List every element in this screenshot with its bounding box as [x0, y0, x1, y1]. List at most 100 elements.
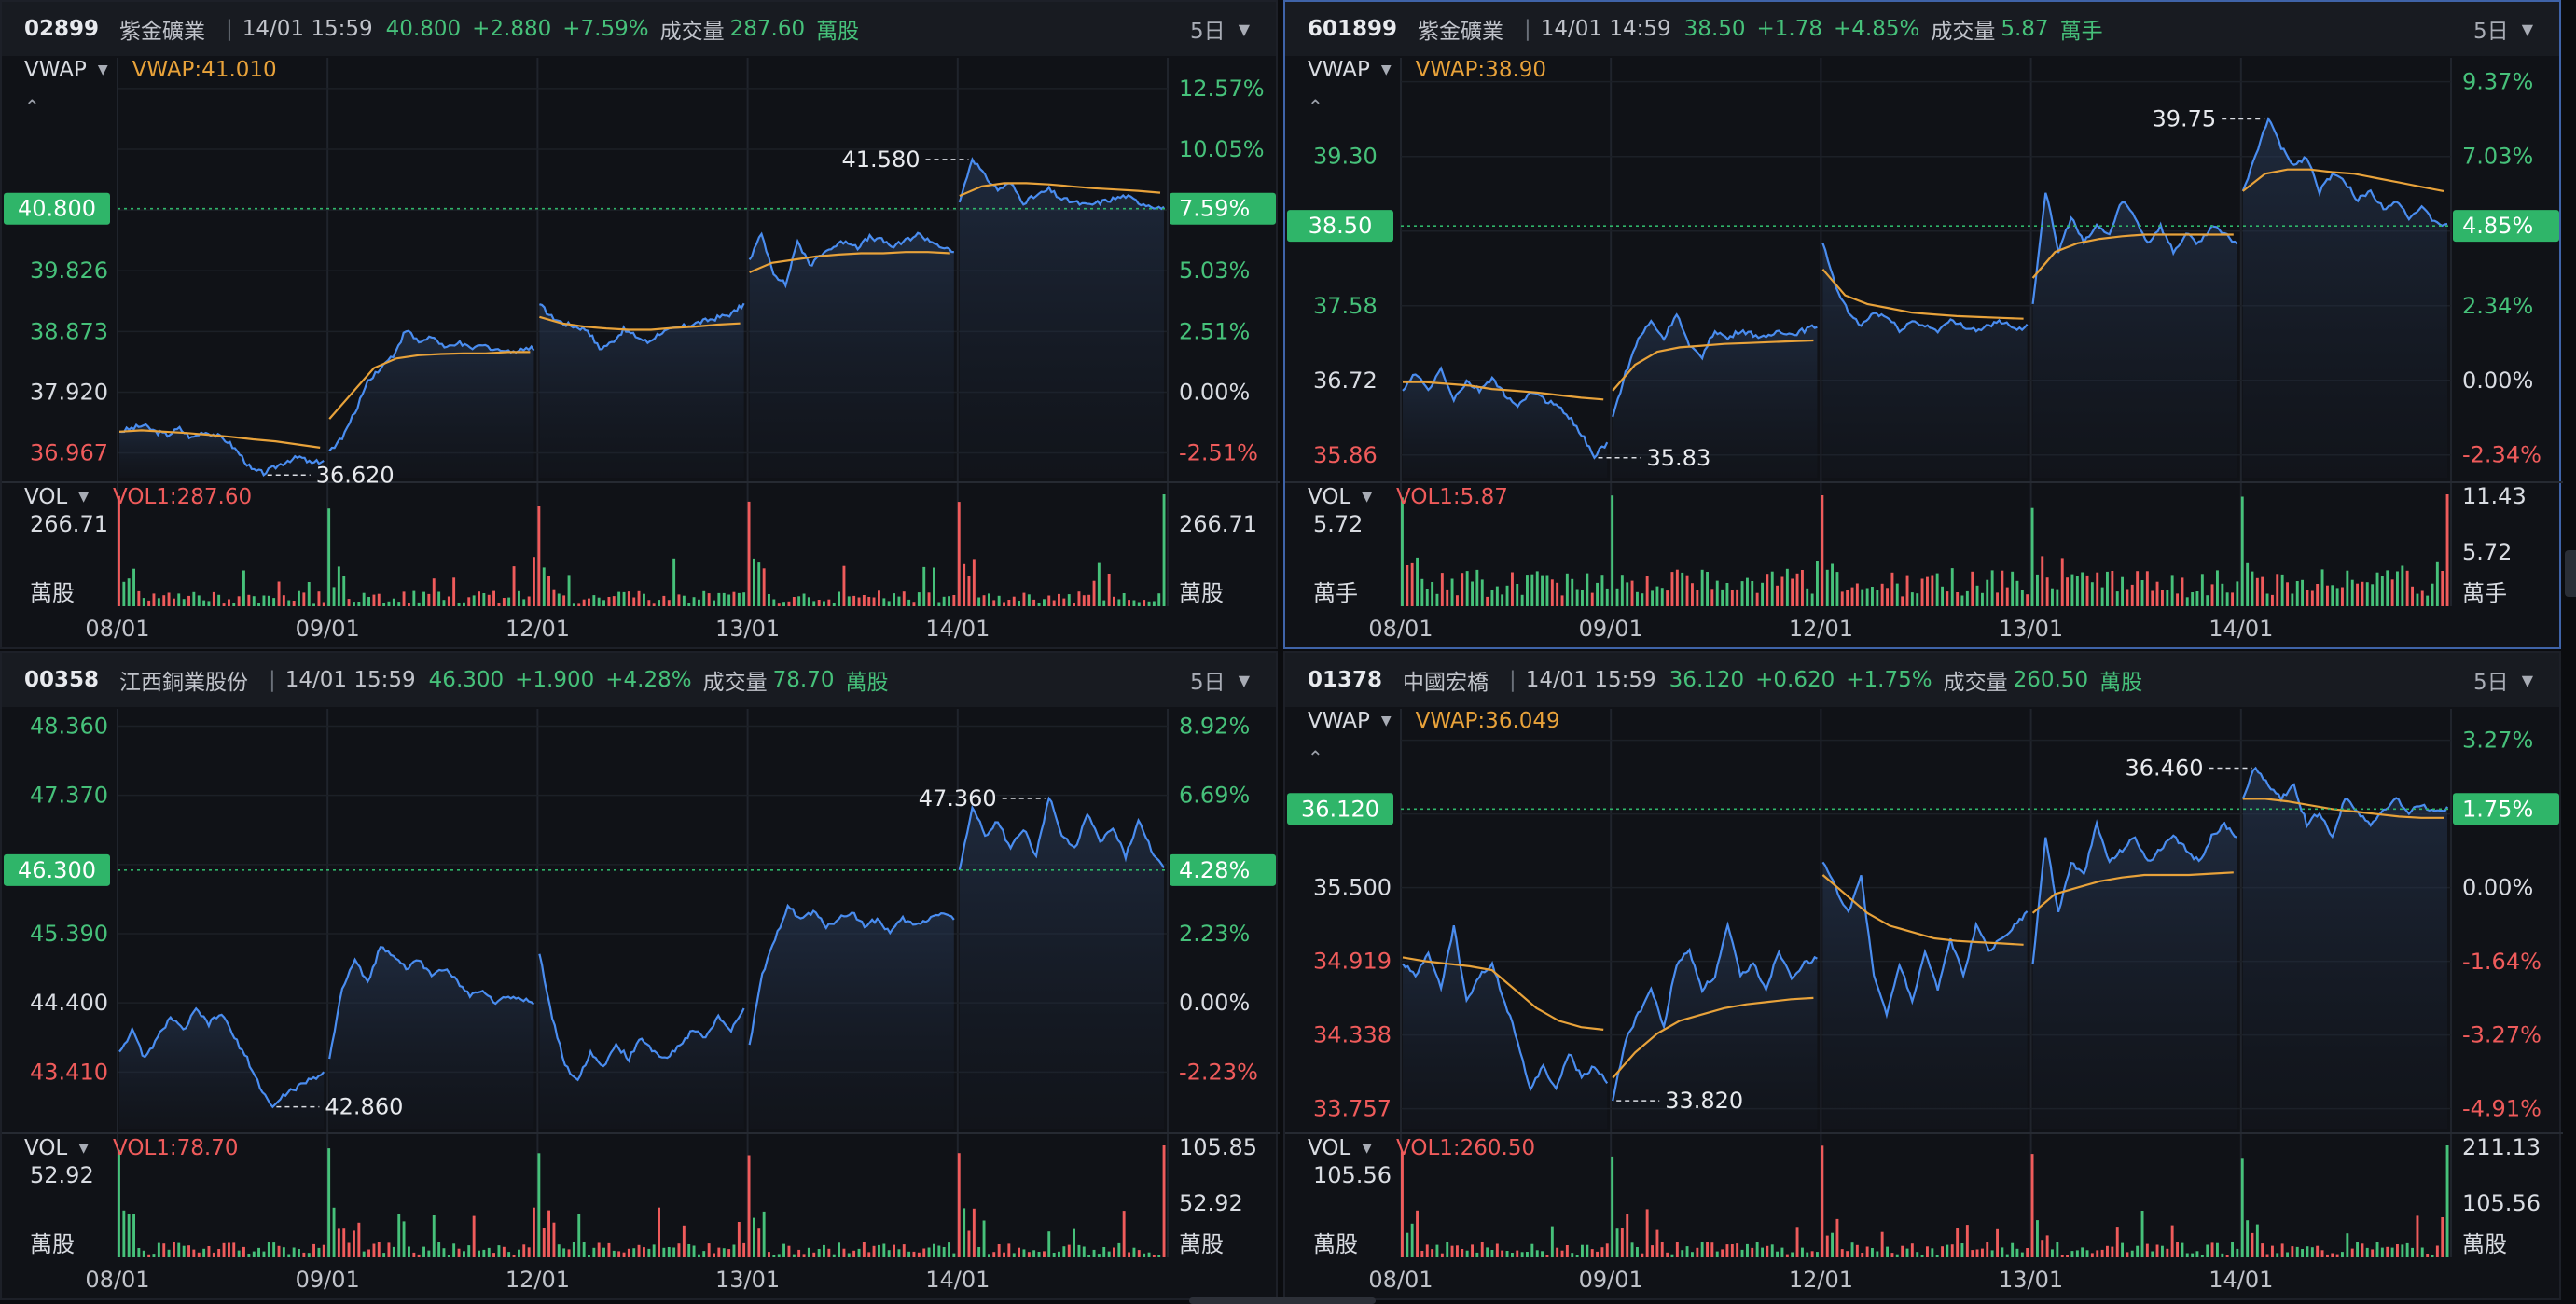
- chevron-down-icon[interactable]: ▼: [1380, 714, 1392, 728]
- chart-panel-02899[interactable]: 02899 紫金礦業 | 14/01 15:59 40.800 +2.880 +7.59% 成…: [0, 0, 1280, 649]
- chevron-down-icon[interactable]: ▼: [1238, 671, 1250, 689]
- volume-bar: [1821, 1145, 1824, 1257]
- chevron-down-icon[interactable]: ▼: [1238, 20, 1250, 38]
- range-label[interactable]: 5日: [2473, 20, 2509, 44]
- chart-panel-01378[interactable]: 01378 中國宏橋 | 14/01 15:59 36.120 +0.620 +1.75% 成…: [1283, 651, 2563, 1300]
- chevron-down-icon[interactable]: ▼: [1362, 1141, 1373, 1156]
- volume-bar: [157, 598, 160, 606]
- volume-bar: [597, 597, 601, 606]
- quote-time: 14/01 14:59: [1540, 17, 1671, 41]
- volume-bar: [537, 506, 541, 606]
- volume-bar: [1981, 592, 1984, 606]
- collapse-icon[interactable]: ⌃: [24, 95, 40, 118]
- range-selector[interactable]: 5日 ▼: [1190, 653, 1250, 707]
- chart-panel-00358[interactable]: 00358 江西銅業股份 | 14/01 15:59 46.300 +1.900 +4.28…: [0, 651, 1280, 1300]
- vwap-line: [1403, 381, 1604, 401]
- volume-bar: [1077, 591, 1081, 606]
- stock-code[interactable]: 601899: [1308, 17, 1398, 41]
- volume-bar: [2356, 583, 2359, 606]
- volume-bar: [1996, 592, 1999, 606]
- volume-bar: [177, 1242, 181, 1257]
- chevron-down-icon[interactable]: ▼: [2521, 20, 2533, 38]
- x-tick-label: 14/01: [2209, 616, 2273, 642]
- volume-bar: [422, 1246, 425, 1257]
- volume-bar: [692, 597, 696, 606]
- chevron-down-icon[interactable]: ▼: [2521, 671, 2533, 689]
- volume-bar: [643, 1247, 645, 1257]
- indicator-selector[interactable]: VWAP: [1308, 709, 1370, 733]
- volume-bar: [2121, 576, 2124, 606]
- volume-bar: [823, 1244, 825, 1257]
- vwap-line: [1821, 268, 2024, 320]
- volume-bar: [2255, 1224, 2259, 1257]
- volume-bar: [2380, 576, 2384, 606]
- volume-bar: [2015, 1248, 2019, 1257]
- volume-bar: [817, 1249, 821, 1257]
- volume-tick-left: 萬股: [1313, 1231, 1358, 1257]
- volume-bar: [982, 595, 986, 606]
- volume-bar: [897, 596, 901, 606]
- volume-bar: [1960, 1243, 1964, 1257]
- collapse-icon[interactable]: ⌃: [1308, 746, 1323, 769]
- price-line: [328, 329, 535, 451]
- indicator-selector[interactable]: VWAP: [24, 58, 87, 82]
- chevron-down-icon[interactable]: ▼: [78, 1141, 90, 1156]
- vwap-line: [2031, 233, 2234, 279]
- volume-bar: [2115, 591, 2119, 606]
- volume-bar: [1501, 1250, 1504, 1257]
- volume-bar: [1776, 585, 1779, 606]
- y-tick-label: 38.873: [30, 318, 108, 344]
- volume-bar: [2090, 582, 2094, 606]
- range-label[interactable]: 5日: [2473, 671, 2509, 695]
- volume-indicator-selector[interactable]: VOL: [24, 1136, 68, 1160]
- volume-bar: [307, 1253, 311, 1257]
- volume-bar: [1486, 1247, 1489, 1257]
- volume-bar: [187, 595, 190, 606]
- volume-bar: [2306, 1246, 2309, 1257]
- range-label[interactable]: 5日: [1190, 20, 1226, 44]
- volume-bar: [713, 1253, 715, 1257]
- chevron-down-icon[interactable]: ▼: [1380, 62, 1392, 77]
- volume-bar: [1526, 1252, 1529, 1257]
- range-selector[interactable]: 5日 ▼: [2473, 2, 2533, 56]
- volume-bar: [173, 598, 175, 606]
- side-panel-handle[interactable]: [2565, 550, 2576, 597]
- volume-bar: [1941, 1246, 1944, 1257]
- volume-bar: [597, 1242, 601, 1257]
- volume-bar: [182, 1245, 186, 1257]
- volume-bar: [1581, 590, 1584, 606]
- scroll-indicator[interactable]: [1189, 1297, 1376, 1304]
- range-selector[interactable]: 5日 ▼: [2473, 653, 2533, 707]
- volume-bar: [933, 1243, 935, 1257]
- volume-bar: [1018, 601, 1020, 606]
- chevron-down-icon[interactable]: ▼: [78, 490, 90, 505]
- volume-indicator-selector[interactable]: VOL: [24, 485, 68, 509]
- volume-bar: [2161, 1245, 2164, 1257]
- chevron-down-icon[interactable]: ▼: [1362, 490, 1373, 505]
- chevron-down-icon[interactable]: ▼: [97, 62, 108, 77]
- stock-code[interactable]: 01378: [1308, 668, 1383, 692]
- volume-bar: [1596, 1251, 1599, 1257]
- volume-bar: [2231, 1242, 2234, 1257]
- range-selector[interactable]: 5日 ▼: [1190, 2, 1250, 56]
- current-price-tag: [4, 192, 110, 225]
- volume-indicator-selector[interactable]: VOL: [1308, 1136, 1351, 1160]
- volume-bar: [2045, 577, 2049, 606]
- volume-indicator-selector[interactable]: VOL: [1308, 485, 1351, 509]
- volume-bar: [1740, 1249, 1744, 1257]
- collapse-icon[interactable]: ⌃: [1308, 95, 1323, 118]
- x-tick-label: 08/01: [1368, 1267, 1433, 1293]
- indicator-selector[interactable]: VWAP: [1308, 58, 1370, 82]
- stock-code[interactable]: 02899: [24, 17, 100, 41]
- volume-bar: [1545, 1255, 1549, 1257]
- volume-bar: [422, 591, 425, 606]
- volume-bar: [682, 595, 686, 606]
- volume-bar: [762, 568, 766, 606]
- chart-panel-601899[interactable]: 601899 紫金礦業 | 14/01 14:59 38.50 +1.78 +4.85% 成交…: [1283, 0, 2563, 649]
- volume-tick-left: 萬手: [1313, 580, 1358, 606]
- volume-bar: [677, 594, 681, 606]
- stock-code[interactable]: 00358: [24, 668, 100, 692]
- range-label[interactable]: 5日: [1190, 671, 1226, 695]
- volume-bar: [1910, 592, 1914, 606]
- volume-bar: [298, 590, 300, 606]
